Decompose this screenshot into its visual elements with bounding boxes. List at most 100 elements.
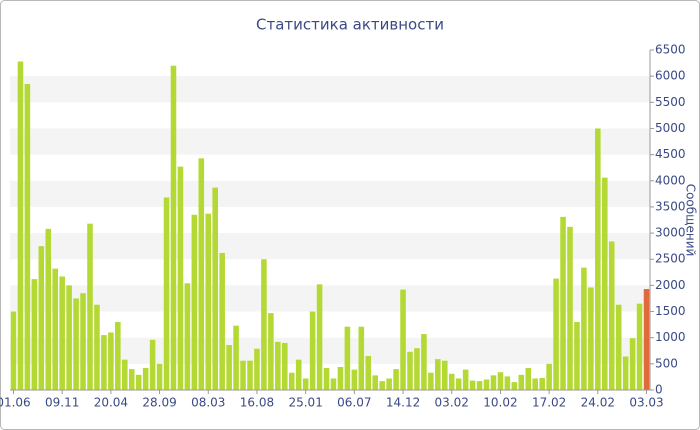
bar [170,65,177,390]
x-tick-label: 17.02 [532,396,566,410]
bar [45,228,52,390]
bar [128,369,135,390]
x-tick-label: 16.08 [240,396,274,410]
grid-band [10,180,650,207]
bar [94,304,100,390]
bar [532,378,538,390]
bar [518,374,525,390]
bar [66,285,72,390]
bar [588,287,594,390]
bar [643,289,650,390]
bar [358,326,365,390]
bar [122,359,128,390]
bar [511,382,518,390]
bar [177,166,184,390]
bar [17,61,24,390]
y-tick-label: 3000 [655,226,686,240]
bar [581,267,587,390]
bar [323,368,330,390]
bar [602,177,608,390]
bar [615,304,622,390]
bar [268,313,274,390]
bar [490,375,497,390]
y-tick-label: 1500 [655,304,686,318]
bar [191,214,198,390]
bar [525,368,532,390]
bar [31,279,38,390]
x-tick-label: 28.09 [142,396,176,410]
bar [302,378,309,390]
bar [156,363,163,390]
y-tick-label: 3500 [655,199,686,213]
bar [282,342,288,390]
bar [448,373,455,390]
bar [636,303,643,390]
bar [337,366,344,390]
bar [400,289,406,390]
bar [476,381,483,390]
bar [240,360,246,390]
x-tick-label: 03.02 [435,396,469,410]
bar [288,372,295,390]
bar [142,368,149,390]
bar [163,197,170,390]
x-tick-label: 24.02 [581,396,615,410]
bar [344,326,351,390]
bar [108,332,114,390]
bar [455,378,462,390]
bar [87,223,93,390]
bar [24,84,31,390]
bar [386,378,392,390]
x-tick-label: 20.04 [94,396,128,410]
bar [553,278,559,390]
bar [261,259,267,390]
bar [149,339,156,390]
bar [560,216,566,390]
bar [80,293,86,390]
x-tick-label: 01.06 [0,396,31,410]
bar [295,359,302,390]
y-tick-label: 5000 [655,121,686,135]
x-tick-label: 10.02 [483,396,517,410]
y-tick-label: 2000 [655,278,686,292]
y-tick-label: 1000 [655,330,686,344]
chart-title: Статистика активности [256,16,444,34]
bar [539,377,545,390]
grid-band [10,128,650,155]
bar [622,356,629,390]
bar [233,325,239,390]
bar [442,360,448,390]
bar [393,369,399,390]
grid-band [10,76,650,103]
bar [629,338,636,390]
y-tick-label: 6000 [655,69,686,83]
bar [428,372,434,390]
x-tick-label: 08.03 [191,396,225,410]
bar [574,322,580,390]
y-tick-label: 6500 [655,43,686,57]
bar [414,348,420,390]
y-tick-label: 5500 [655,95,686,109]
bar [254,348,260,390]
bar [52,268,58,390]
bar [316,284,323,390]
bar [372,375,378,390]
y-tick-label: 2500 [655,252,686,266]
bar [483,379,490,390]
x-tick-label: 25.01 [288,396,322,410]
bar [184,283,191,390]
bar [608,241,615,390]
x-tick-label: 06.07 [337,396,371,410]
bar [365,356,372,390]
bar [504,376,511,390]
y-tick-label: 4500 [655,147,686,161]
bar [309,311,316,390]
x-tick-label: 03.03 [629,396,663,410]
bar [10,311,17,390]
bar [101,335,107,390]
bar [330,378,337,390]
bar [73,298,79,390]
bar [435,359,441,390]
grid-band [10,285,650,312]
